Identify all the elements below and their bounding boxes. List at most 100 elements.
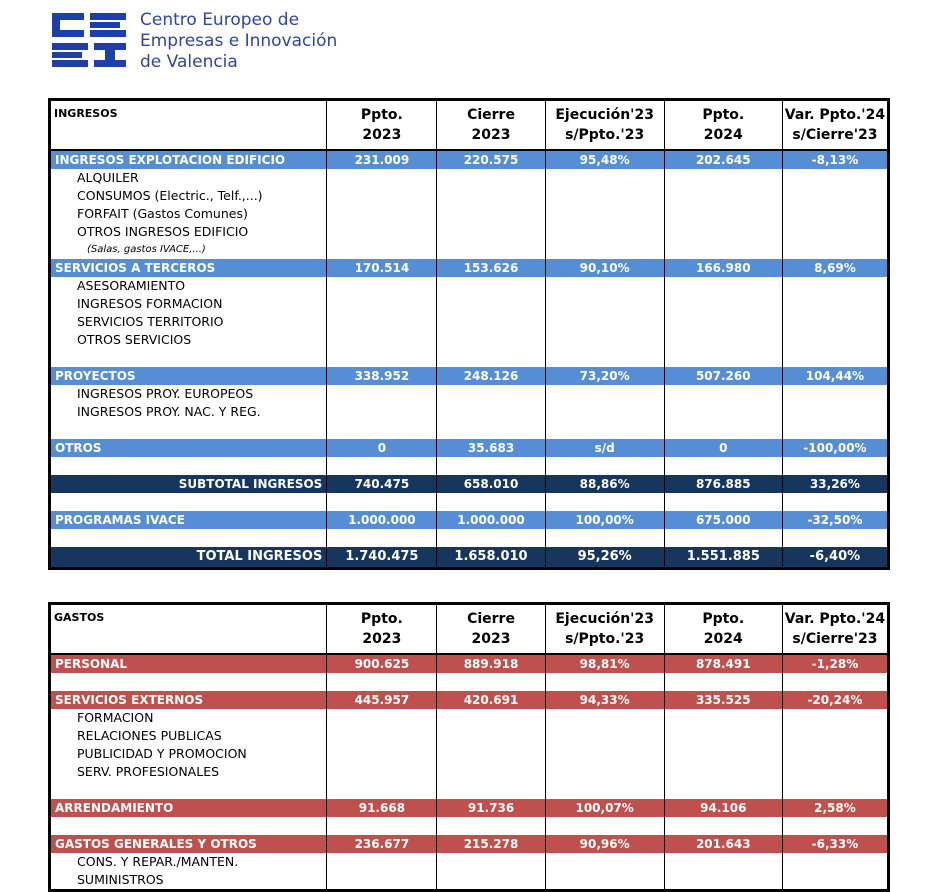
cell xyxy=(436,403,546,421)
org-name: Centro Europeo de Empresas e Innovación … xyxy=(140,10,337,73)
value-cell: 33,26% xyxy=(781,475,889,493)
value-cell: 507.260 xyxy=(663,367,783,385)
cell xyxy=(663,313,783,331)
cell xyxy=(781,421,889,439)
spacer-row xyxy=(50,673,889,691)
row: OTROS INGRESOS EDIFICIO xyxy=(50,223,889,241)
cell xyxy=(436,277,546,295)
cell xyxy=(326,493,437,511)
row-label: SERVICIOS TERRITORIO xyxy=(77,314,224,329)
cell xyxy=(544,745,665,763)
cell xyxy=(663,673,783,691)
value-cell: 445.957 xyxy=(326,691,437,709)
cell xyxy=(781,673,889,691)
cell xyxy=(663,223,783,241)
row-label: PROGRAMAS IVACE xyxy=(49,511,327,529)
cell xyxy=(326,169,437,187)
row-label: (Salas, gastos IVACE,...) xyxy=(87,244,206,255)
header-line: Ppto. xyxy=(360,107,403,123)
value-cell: 1.000.000 xyxy=(436,511,546,529)
cell xyxy=(326,745,437,763)
header-cell: Ejecución'23 s/Ppto.'23 xyxy=(544,603,665,655)
row: INGRESOS FORMACION xyxy=(50,295,889,313)
value-cell: 878.491 xyxy=(663,654,783,673)
cell xyxy=(781,241,889,259)
cell xyxy=(326,295,437,313)
cell xyxy=(781,457,889,475)
header-cell: GASTOS xyxy=(49,603,327,655)
cell xyxy=(544,457,665,475)
cell xyxy=(663,853,783,871)
value-cell: 100,07% xyxy=(544,799,665,817)
cell xyxy=(544,385,665,403)
cell xyxy=(781,349,889,367)
header-line: Ppto. xyxy=(702,107,745,123)
spacer-row xyxy=(50,817,889,835)
header-line: Ejecución'23 xyxy=(555,107,654,123)
value-cell: 94,33% xyxy=(544,691,665,709)
value-cell: 675.000 xyxy=(663,511,783,529)
row: TOTAL INGRESOS 1.740.475 1.658.010 95,26% 1.… xyxy=(49,547,889,569)
cell xyxy=(436,187,546,205)
org-name-line: Empresas e Innovación xyxy=(140,31,338,51)
row: ALQUILER xyxy=(50,169,889,187)
cell xyxy=(436,331,546,349)
cell xyxy=(663,241,783,259)
cell xyxy=(50,529,327,547)
cell xyxy=(436,817,546,835)
row-label: RELACIONES PUBLICAS xyxy=(77,728,222,743)
cell xyxy=(544,187,665,205)
cell xyxy=(663,457,783,475)
cell xyxy=(544,673,665,691)
cell xyxy=(781,763,889,781)
row-label: ASESORAMIENTO xyxy=(77,278,186,293)
header-cell: Ppto. 2023 xyxy=(326,603,437,655)
value-cell: 201.643 xyxy=(663,835,783,853)
cell xyxy=(544,853,665,871)
row-label: INGRESOS PROY. EUROPEOS xyxy=(77,386,254,401)
value-cell: -6,33% xyxy=(781,835,889,853)
row: PROYECTOS 338.952 248.126 73,20% 507.260 104,… xyxy=(49,367,889,385)
cell xyxy=(544,529,665,547)
value-cell: 335.525 xyxy=(663,691,783,709)
row: OTROS 0 35.683 s/d 0 -100,00% xyxy=(49,439,889,457)
header-line: 2023 xyxy=(362,631,402,647)
cell xyxy=(436,313,546,331)
header-row: GASTOS Ppto. 2023 Cierre 2023 Ejecución'23 s/P… xyxy=(49,603,889,655)
row-label: INGRESOS EXPLOTACION EDIFICIO xyxy=(49,150,327,169)
row-label: SERV. PROFESIONALES xyxy=(77,764,220,779)
value-cell: 8,69% xyxy=(781,259,889,277)
value-cell: 94.106 xyxy=(663,799,783,817)
value-cell: 338.952 xyxy=(326,367,437,385)
value-cell: 1.658.010 xyxy=(436,547,546,569)
row-label: PUBLICIDAD Y PROMOCION xyxy=(77,746,247,761)
cell xyxy=(663,277,783,295)
value-cell: 889.918 xyxy=(436,654,546,673)
org-name-line: de Valencia xyxy=(140,52,238,72)
cell xyxy=(50,457,327,475)
row-label: FORMACION xyxy=(77,710,154,725)
cell xyxy=(50,493,327,511)
row-label: OTROS INGRESOS EDIFICIO xyxy=(77,224,249,239)
value-cell: -32,50% xyxy=(781,511,889,529)
cell xyxy=(544,169,665,187)
cell xyxy=(544,727,665,745)
value-cell: s/d xyxy=(544,439,665,457)
cell xyxy=(663,331,783,349)
cell xyxy=(781,331,889,349)
value-cell: 1.740.475 xyxy=(326,547,437,569)
header-cell: Var. Ppto.'24 s/Cierre'23 xyxy=(781,99,889,151)
value-cell: 91.736 xyxy=(436,799,546,817)
cell xyxy=(781,295,889,313)
cell xyxy=(663,727,783,745)
value-cell: 73,20% xyxy=(544,367,665,385)
header-cell: Ppto. 2024 xyxy=(663,99,783,151)
header-line: Ppto. xyxy=(360,611,403,627)
value-cell: 740.475 xyxy=(326,475,437,493)
cell xyxy=(663,403,783,421)
row-label: CONS. Y REPAR./MANTEN. xyxy=(77,854,239,869)
row-label: SUMINISTROS xyxy=(77,872,164,887)
cell xyxy=(663,349,783,367)
cell xyxy=(781,187,889,205)
cell xyxy=(436,421,546,439)
